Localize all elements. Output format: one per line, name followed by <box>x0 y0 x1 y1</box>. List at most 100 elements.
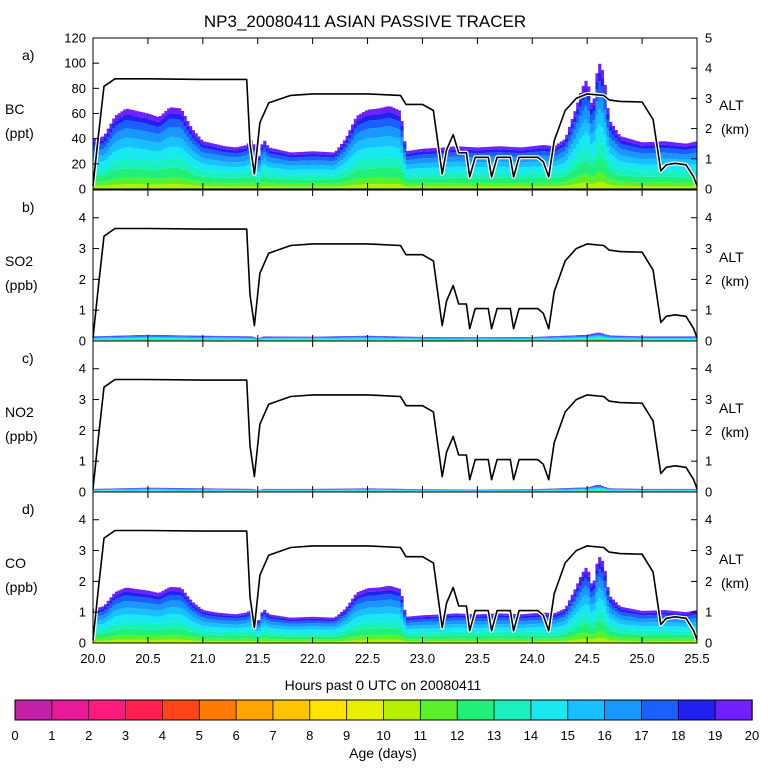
bar-segment <box>183 338 187 340</box>
bar-segment <box>274 337 278 339</box>
bar-segment <box>287 175 292 180</box>
bar-segment <box>161 118 165 125</box>
bar-segment <box>98 137 102 141</box>
bar-segment <box>573 148 577 160</box>
bar-segment <box>128 109 132 115</box>
bar-segment <box>683 177 687 183</box>
bar-segment <box>268 167 272 174</box>
bar-segment <box>178 337 182 339</box>
bar-segment <box>499 152 503 157</box>
bar-segment <box>145 490 149 492</box>
bar-segment <box>378 167 382 178</box>
bar-segment <box>224 177 228 184</box>
bar-segment <box>263 140 267 145</box>
bar-segment <box>282 150 286 154</box>
bar-segment <box>276 186 281 189</box>
bar-segment <box>611 165 616 173</box>
bar-segment <box>268 150 272 154</box>
bar-segment <box>142 117 146 124</box>
bar-segment <box>353 336 357 338</box>
bar-segment <box>603 337 607 339</box>
bar-segment <box>395 128 399 138</box>
bar-segment <box>636 337 640 338</box>
bar-segment <box>98 337 102 338</box>
bar-segment <box>403 158 407 165</box>
bar-segment <box>147 149 152 161</box>
bar-segment <box>548 145 552 149</box>
bar-segment <box>175 336 179 337</box>
bar-segment <box>276 152 281 156</box>
bar-segment <box>669 164 673 172</box>
bar-segment <box>290 175 294 180</box>
bar-segment <box>329 186 333 189</box>
y-tick-label: 4 <box>79 210 86 225</box>
bar-segment <box>183 142 187 152</box>
bar-segment <box>222 166 226 173</box>
bar-segment <box>403 170 407 177</box>
bar-segment <box>438 183 443 187</box>
bar-segment <box>578 335 583 337</box>
bar-segment <box>112 143 116 153</box>
bar-segment <box>156 337 160 339</box>
bar-segment <box>342 339 346 341</box>
bar-segment <box>197 143 201 150</box>
bar-segment <box>373 128 377 138</box>
bar-segment <box>161 489 165 490</box>
bar-segment <box>477 162 481 168</box>
bar-segment <box>211 165 215 172</box>
bar-segment <box>573 336 577 337</box>
bar-segment <box>161 489 165 491</box>
bar-segment <box>268 173 272 179</box>
bar-segment <box>458 186 462 189</box>
bar-segment <box>252 182 256 187</box>
bar-segment <box>125 114 130 121</box>
bar-segment <box>502 152 506 157</box>
bar-segment <box>411 150 415 153</box>
bar-segment <box>460 177 465 184</box>
bar-segment <box>622 338 627 340</box>
bar-segment <box>312 160 316 165</box>
bar-segment <box>362 130 366 140</box>
bar-segment <box>686 149 690 155</box>
bar-segment <box>576 337 580 338</box>
bar-segment <box>175 158 179 168</box>
bar-segment <box>425 183 429 187</box>
stacked-bars <box>93 63 698 189</box>
bar-segment <box>331 339 335 341</box>
bar-segment <box>584 80 588 89</box>
bar-segment <box>532 152 536 157</box>
bar-segment <box>477 339 481 340</box>
bar-segment <box>570 152 574 163</box>
bar-segment <box>120 111 124 117</box>
bar-segment <box>647 142 651 146</box>
bar-segment <box>301 165 305 170</box>
bar-segment <box>378 337 382 338</box>
bar-segment <box>304 165 308 170</box>
bar-segment <box>595 73 599 82</box>
bar-segment <box>628 185 632 189</box>
bar-segment <box>304 337 308 339</box>
bar-segment <box>271 337 275 339</box>
bar-segment <box>480 183 484 187</box>
bar-segment <box>93 185 97 189</box>
bar-segment <box>244 145 248 149</box>
bar-segment <box>367 147 371 159</box>
bar-segment <box>145 113 149 119</box>
bar-segment <box>351 147 355 156</box>
bar-segment <box>109 339 113 341</box>
bar-segment <box>189 156 193 166</box>
bar-segment <box>587 162 591 175</box>
bar-segment <box>112 179 116 185</box>
bar-segment <box>268 162 272 168</box>
bar-segment <box>518 178 522 184</box>
bar-segment <box>197 181 201 186</box>
bar-segment <box>114 132 119 142</box>
bar-segment <box>485 186 489 189</box>
bar-segment <box>145 160 149 170</box>
bar-segment <box>337 338 341 340</box>
bar-segment <box>227 339 231 341</box>
bar-segment <box>576 114 580 124</box>
bar-segment <box>307 169 311 175</box>
bar-segment <box>169 338 174 340</box>
bar-segment <box>227 156 231 162</box>
